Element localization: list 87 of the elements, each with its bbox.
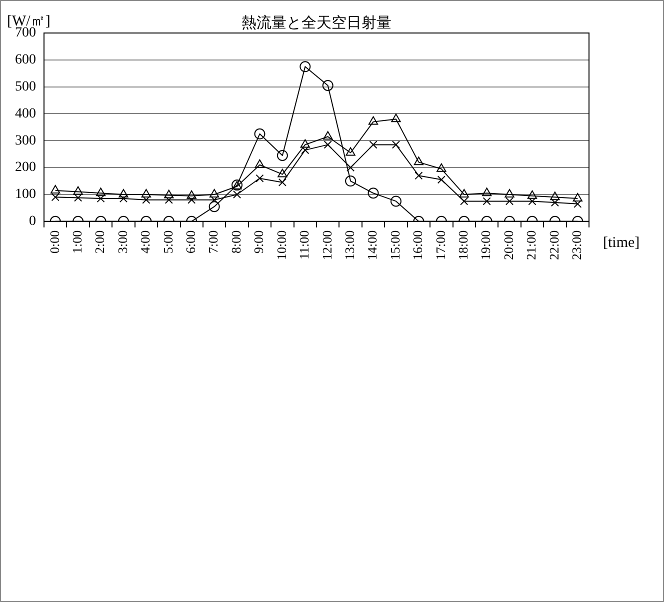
point — [345, 176, 356, 187]
point — [210, 196, 218, 204]
point — [392, 140, 400, 149]
point — [254, 128, 266, 140]
point — [73, 186, 83, 195]
x-tick-label: 14:00 — [364, 230, 380, 260]
point — [368, 188, 379, 199]
point — [141, 188, 152, 198]
point — [323, 131, 333, 140]
point — [504, 188, 514, 198]
point — [119, 194, 128, 203]
point — [346, 147, 356, 156]
x-tick-label: 5:00 — [160, 230, 176, 254]
x-tick-label: 4:00 — [138, 230, 153, 254]
y-tick-label: 200 — [15, 160, 36, 176]
x-tick-label: 15:00 — [387, 230, 402, 260]
point — [505, 197, 514, 206]
point — [482, 188, 492, 196]
x-tick-label: 7:00 — [206, 230, 221, 254]
point — [301, 146, 310, 154]
x-tick-label: 12:00 — [319, 230, 334, 260]
point — [368, 116, 378, 125]
point — [300, 61, 311, 72]
point — [414, 156, 424, 166]
y-tick-label: 0 — [29, 214, 36, 230]
point — [391, 114, 401, 122]
point — [322, 80, 334, 91]
point — [209, 188, 220, 198]
point — [164, 190, 174, 198]
point — [436, 163, 446, 172]
y-tick-label: 100 — [15, 187, 36, 202]
point — [528, 197, 536, 206]
chart-title: 熱流量と全天空日射量 — [242, 14, 392, 32]
point — [51, 193, 60, 202]
point — [324, 140, 332, 149]
point — [369, 140, 378, 149]
point — [186, 190, 196, 199]
x-tick-label: 6:00 — [183, 230, 198, 254]
x-tick-label: 0:00 — [46, 230, 62, 254]
point — [300, 139, 310, 148]
point — [96, 188, 106, 196]
point — [118, 188, 128, 198]
x-tick-label: 19:00 — [478, 230, 494, 260]
x-tick-label: 17:00 — [432, 230, 448, 260]
x-tick-label: 11:00 — [296, 230, 312, 260]
point — [164, 196, 173, 204]
x-tick-label: 1:00 — [69, 230, 84, 254]
x-tick-label: 3:00 — [114, 230, 130, 254]
x-tick-label: 22:00 — [546, 230, 562, 260]
x-tick-label: 20:00 — [500, 230, 516, 260]
point — [278, 168, 288, 178]
point — [278, 178, 286, 186]
y-tick-label: 300 — [15, 133, 36, 148]
point — [50, 184, 60, 194]
point — [482, 197, 491, 206]
x-tick-label: 21:00 — [524, 230, 539, 260]
point — [232, 190, 242, 199]
x-axis-title: [time] — [603, 234, 640, 251]
y-tick-label: 700 — [15, 26, 36, 41]
point — [574, 200, 582, 208]
x-tick-label: 2:00 — [92, 230, 108, 254]
x-tick-label: 9:00 — [251, 230, 266, 254]
point — [550, 192, 560, 200]
point — [460, 197, 468, 206]
point — [96, 194, 105, 203]
y-tick-label: 500 — [15, 79, 36, 94]
point — [346, 164, 355, 172]
point — [437, 176, 446, 184]
point — [414, 172, 423, 180]
point — [256, 174, 264, 182]
point — [188, 196, 196, 204]
y-tick-label: 400 — [15, 106, 36, 122]
x-tick-label: 18:00 — [456, 230, 471, 260]
point — [572, 193, 582, 202]
point — [142, 196, 150, 204]
point — [254, 159, 265, 168]
x-tick-label: 16:00 — [410, 230, 426, 260]
x-tick-label: 13:00 — [342, 230, 357, 260]
x-tick-label: 23:00 — [569, 230, 584, 260]
point — [527, 190, 538, 199]
x-tick-label: 10:00 — [274, 230, 289, 260]
point — [74, 194, 82, 202]
point — [390, 196, 402, 207]
point — [459, 188, 469, 198]
y-tick-label: 600 — [15, 52, 36, 68]
x-tick-label: 8:00 — [228, 230, 244, 254]
point — [276, 150, 288, 161]
